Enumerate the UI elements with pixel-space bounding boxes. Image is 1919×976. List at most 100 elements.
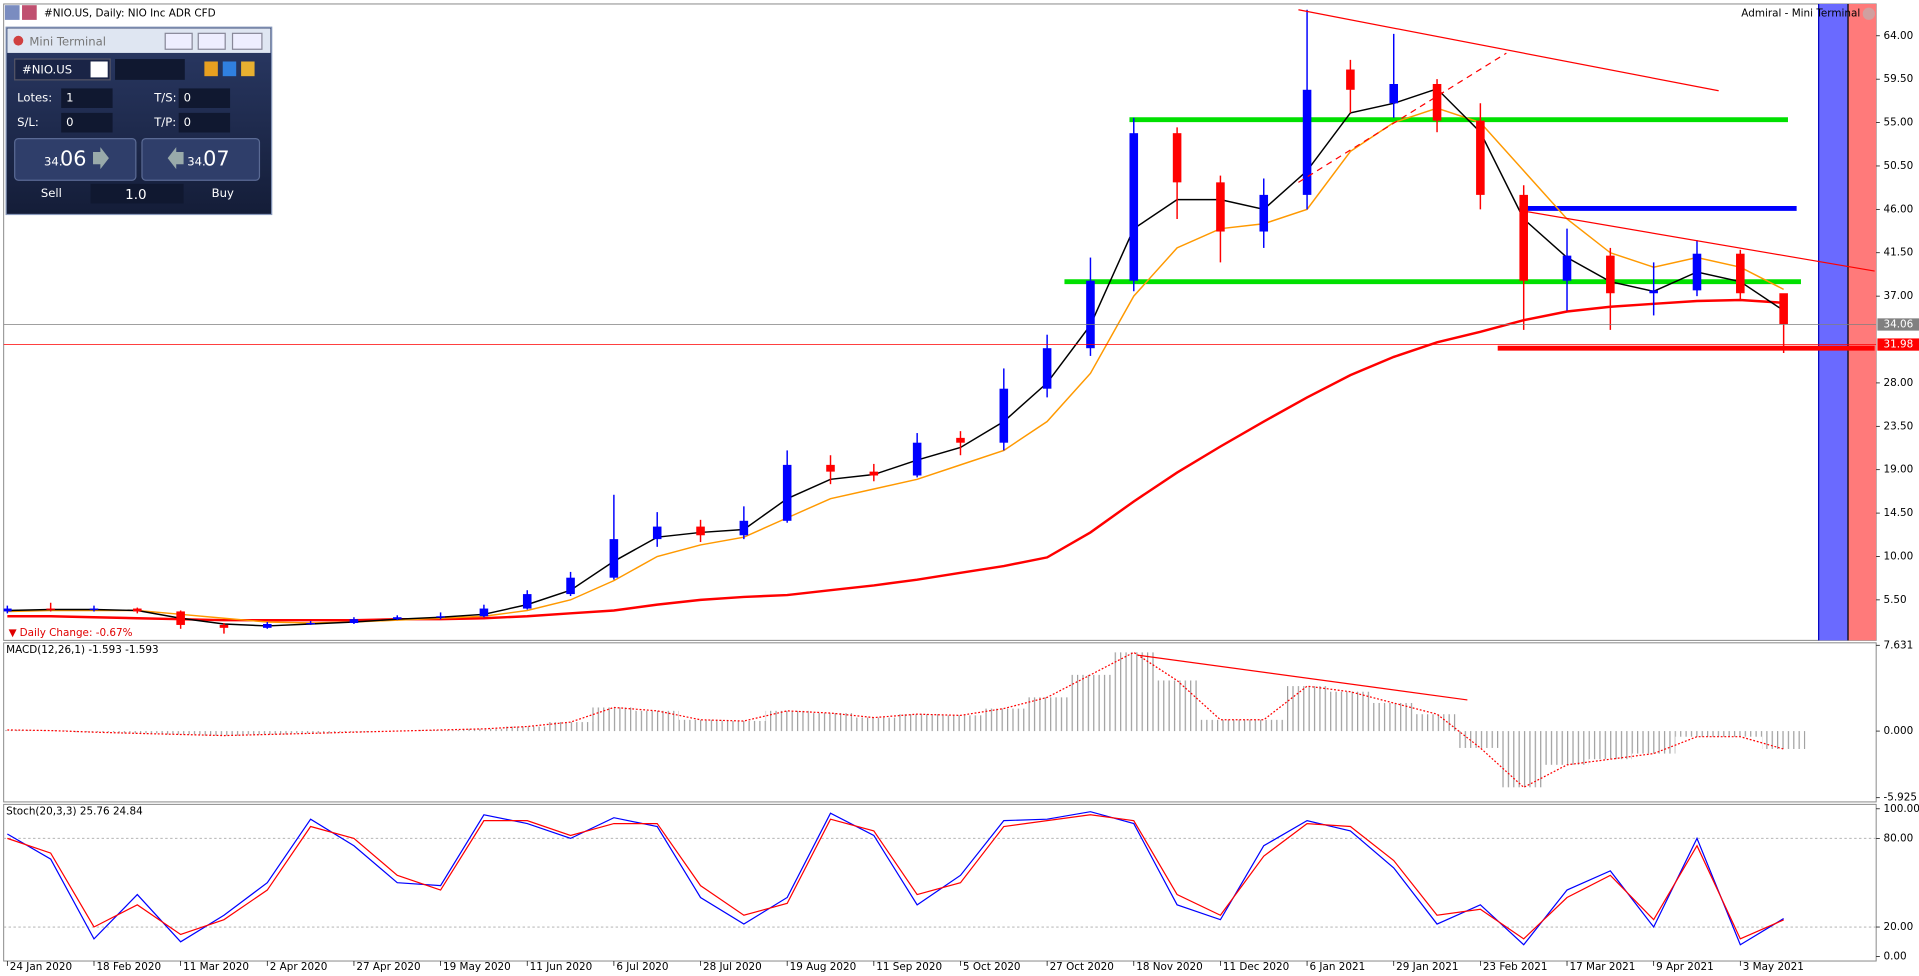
price-tag-label: 31.98 (1884, 339, 1914, 351)
mt-input[interactable] (178, 112, 231, 133)
macd-bar (72, 731, 116, 733)
candle-body (263, 623, 272, 628)
macd-bar (1198, 719, 1243, 732)
candle-body (869, 471, 879, 476)
mt-sell-button[interactable] (14, 137, 137, 181)
mt-ask-small: 34. (187, 154, 205, 168)
x-tick-label: 19 Aug 2020 (790, 961, 857, 973)
mt-bid-big: 06 (60, 146, 86, 170)
x-tick-label: 11 Dec 2020 (1223, 961, 1289, 973)
mt-restore[interactable] (197, 32, 226, 50)
x-tick-label: 19 May 2020 (443, 961, 511, 973)
y-tick-label: 5.50 (1884, 594, 1907, 606)
candle-body (1216, 182, 1225, 232)
panel-plot (3, 811, 1877, 946)
mt-ask-big: 07 (203, 146, 229, 170)
candle-body (219, 624, 229, 628)
mt-ts: 0 (184, 91, 191, 105)
price-tag (1877, 318, 1919, 331)
x-tick-label: 27 Oct 2020 (1050, 961, 1114, 973)
trendline (1519, 209, 1875, 272)
candle-body (696, 526, 705, 536)
macd-title: MACD(12,26,1) -1.593 -1.593 (6, 644, 159, 656)
macd-bar (1285, 686, 1329, 732)
candle-body (89, 608, 99, 610)
macd-bar (678, 719, 723, 732)
candle-body (826, 464, 835, 472)
mt-btn[interactable] (241, 61, 255, 77)
macd-bar (1675, 731, 1719, 737)
macd-bar (635, 710, 679, 732)
window-title: #NIO.US, Daily: NIO Inc ADR CFD (44, 8, 216, 20)
y-tick-label: 10.00 (1884, 550, 1914, 562)
y-tick-label: 19.00 (1884, 464, 1914, 476)
zone-red (1848, 3, 1877, 641)
candle-body (1692, 253, 1702, 291)
y-tick-label: 59.50 (1884, 73, 1914, 85)
stoch-title: Stoch(20,3,3) 25.76 24.84 (6, 806, 143, 818)
macd-bar (3, 729, 30, 732)
x-tick-label: 11 Sep 2020 (876, 961, 942, 973)
mt-sell[interactable]: Sell (41, 186, 62, 200)
y-tick-label: 50.50 (1884, 160, 1914, 172)
trendline (1298, 52, 1507, 183)
y-tick-label: 55.00 (1884, 117, 1914, 129)
mt-minimize[interactable] (164, 32, 193, 50)
mt-sl-label: S/L: (17, 115, 39, 129)
x-tick-label: 6 Jul 2020 (616, 961, 668, 973)
y-tick-label: 37.00 (1884, 290, 1914, 302)
macd-bar (722, 720, 766, 732)
macd-bar (202, 731, 246, 736)
mt-btn[interactable] (222, 61, 237, 77)
mt-title: Mini Terminal (29, 34, 106, 48)
price-tag (1877, 338, 1919, 351)
mt-lots-label: Lotes: (17, 91, 52, 105)
macd-bar (1761, 731, 1806, 749)
panel-plot (3, 9, 1875, 634)
mt-volume: 1.0 (125, 188, 146, 203)
moving-average (7, 87, 1785, 627)
mt-input[interactable] (61, 112, 113, 133)
macd-bar (505, 726, 549, 732)
macd-bar (29, 730, 73, 732)
mt-btn[interactable] (204, 61, 218, 77)
mt-input[interactable] (178, 88, 231, 108)
x-tick-label: 6 Jan 2021 (1310, 961, 1366, 973)
x-tick-label: 24 Jan 2020 (10, 961, 72, 973)
candle-body (1042, 348, 1052, 389)
mt-close[interactable] (231, 32, 263, 50)
macd-bar (245, 731, 289, 735)
y-tick-label: 100.00 (1884, 803, 1919, 815)
candle-body (782, 464, 792, 521)
mt-icon (13, 35, 24, 46)
mt-arrow (93, 147, 109, 170)
mt-volume-box[interactable] (90, 183, 184, 204)
candle-body (46, 608, 55, 610)
candle-body (1432, 83, 1442, 121)
macd-bar (548, 722, 593, 732)
mini-terminal: Mini Terminal #NIO.US Lotes: 1 T/S: 0 S/… (5, 26, 273, 216)
mt-bid-small: 34. (44, 154, 62, 168)
y-tick-label: 14.50 (1884, 507, 1914, 519)
candle-body (479, 608, 489, 617)
candle-body (999, 388, 1009, 443)
mt-buy-button[interactable] (141, 137, 261, 181)
plot-layer: 64.00 59.50 55.00 50.50 46.00 41.50 37.00 28.00… (3, 9, 1919, 973)
y-tick-label: 0.000 (1884, 725, 1914, 737)
daily-change-icon: ▼ (9, 627, 17, 639)
mt-input[interactable] (61, 88, 113, 108)
candle-body (133, 608, 142, 612)
macd-bar (852, 717, 896, 732)
candle-body (739, 520, 749, 536)
zone-blue (1818, 3, 1849, 641)
stoch-panel (3, 803, 1877, 962)
x-tick-label: 27 Apr 2020 (356, 961, 420, 973)
daily-change: Daily Change: -0.67% (20, 627, 133, 639)
mt-symbol-box[interactable] (14, 58, 111, 81)
candle-body (1389, 83, 1399, 104)
mt-dropdown[interactable] (90, 61, 108, 78)
y-tick-label: 0.00 (1884, 951, 1907, 963)
mt-buy[interactable]: Buy (212, 186, 234, 200)
y-tick-label: 7.631 (1884, 639, 1914, 651)
